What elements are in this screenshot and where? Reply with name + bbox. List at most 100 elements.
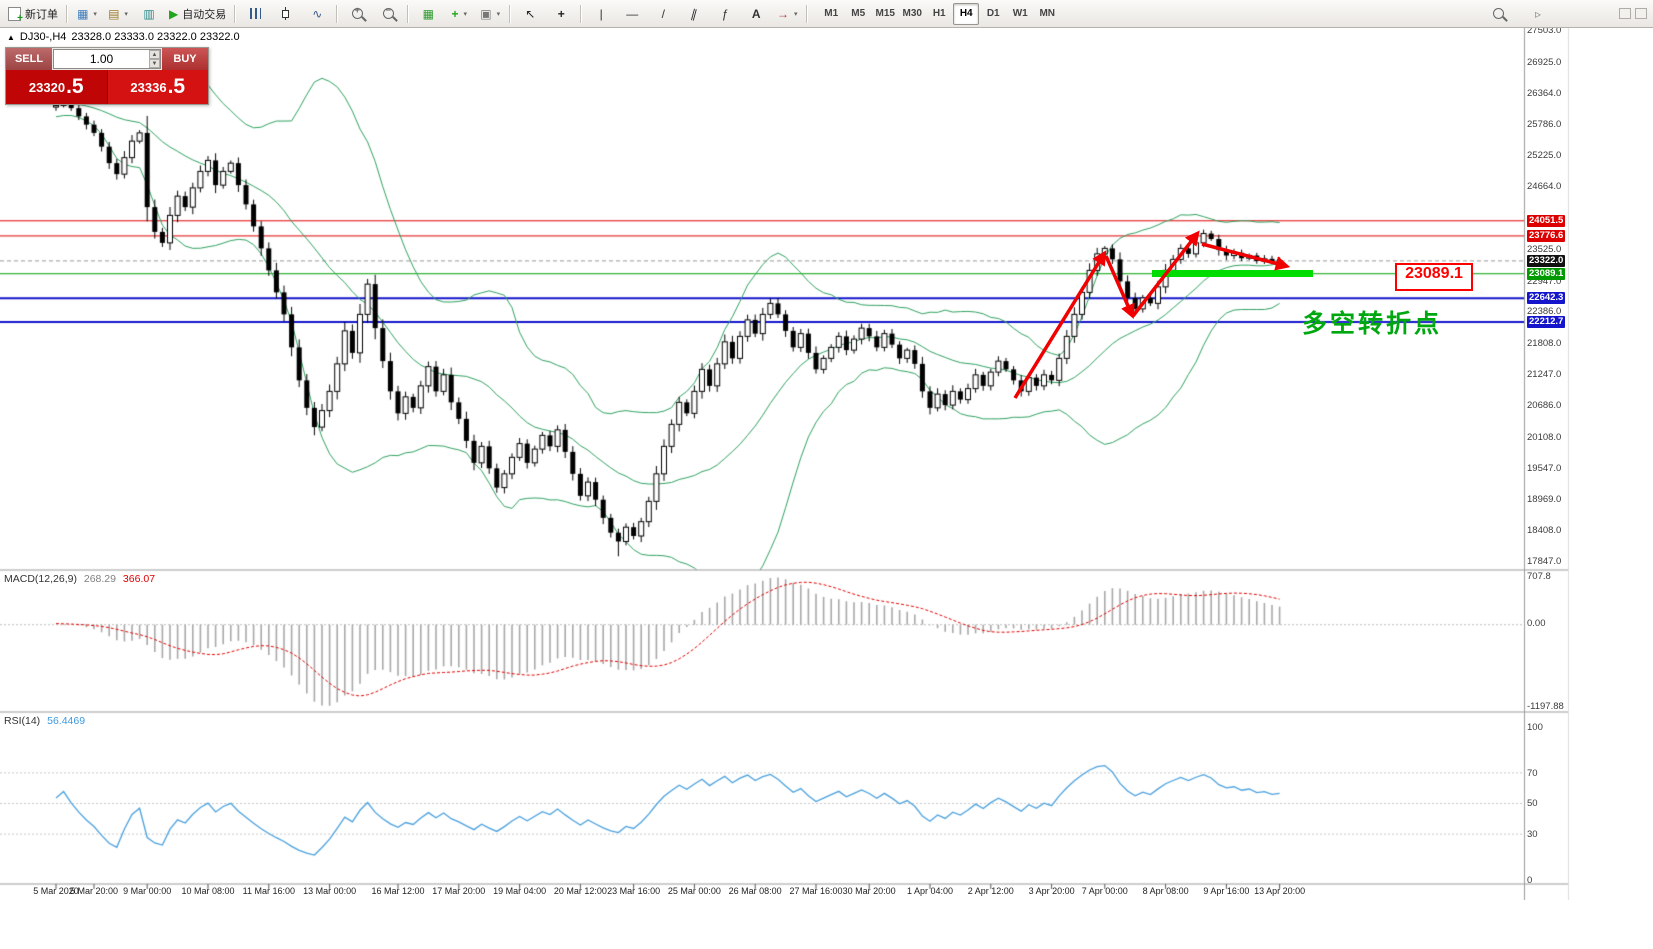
text-label-icon: A xyxy=(751,6,761,21)
timeframe-m15-button[interactable]: M15 xyxy=(875,8,895,19)
time-axis-label: 9 Mar 00:00 xyxy=(123,886,172,896)
new-order-icon xyxy=(8,6,23,24)
crosshair-button[interactable]: + xyxy=(546,2,576,26)
zoom-out-icon: − xyxy=(382,6,394,19)
text-label-button[interactable]: A xyxy=(741,2,771,26)
price-axis-label: 20686.0 xyxy=(1527,399,1562,411)
time-axis-label: 8 Apr 08:00 xyxy=(1142,886,1189,896)
timeframe-w1-button[interactable]: W1 xyxy=(1012,8,1028,19)
search-icon xyxy=(1492,8,1504,19)
volume-down-button[interactable]: ▼ xyxy=(149,59,160,68)
price-axis-label: 17847.0 xyxy=(1527,556,1562,567)
arrows-tool-button[interactable]: → ▾ xyxy=(772,2,802,26)
macd-header: MACD(12,26,9) 268.29 366.07 xyxy=(4,573,155,585)
crosshair-icon: + xyxy=(557,6,565,21)
timeframe-h4-button[interactable]: H4 xyxy=(953,2,980,25)
price-axis[interactable] xyxy=(1524,28,1570,884)
tile-windows-icon: ▦ xyxy=(422,6,434,21)
vertical-line-icon: | xyxy=(599,6,603,21)
line-chart-button[interactable]: ∿ xyxy=(302,2,332,26)
rsi-panel-divider[interactable] xyxy=(0,708,1568,716)
price-axis-label: 25225.0 xyxy=(1527,150,1562,162)
one-click-trading-widget: SELL 1.00 ▲ ▼ BUY 23320 .5 23336 .5 xyxy=(5,47,209,105)
timeframe-h1-button[interactable]: H1 xyxy=(932,8,946,19)
toolbar-separator xyxy=(509,4,512,23)
chart-canvas[interactable] xyxy=(0,28,1653,900)
time-axis-label: 30 Mar 20:00 xyxy=(842,886,896,896)
volume-value[interactable]: 1.00 xyxy=(89,52,114,66)
buy-button[interactable]: BUY xyxy=(162,48,208,70)
tile-windows-button[interactable]: ▦ xyxy=(413,2,443,26)
timeframe-m5-button[interactable]: M5 xyxy=(851,8,866,19)
chart-shift-button[interactable]: ▹ xyxy=(1523,2,1553,26)
level-price-label: 24051.5 xyxy=(1527,214,1566,227)
objects-list-icon: ▣ xyxy=(480,6,492,21)
timeframe-toolbar: M1 M5 M15 M30 H1 H4 D1 W1 MN xyxy=(818,2,1060,25)
channel-button[interactable]: ∥ xyxy=(679,2,709,26)
arrows-tool-icon: → xyxy=(776,6,789,21)
price-axis-label: 100 xyxy=(1527,722,1543,733)
sell-price-panel[interactable]: 23320 .5 xyxy=(6,70,108,104)
macd-panel-divider[interactable] xyxy=(0,566,1568,574)
charts-grid-button[interactable]: ▦ ▾ xyxy=(72,2,102,26)
level-price-callout[interactable]: 23089.1 xyxy=(1395,263,1473,291)
autotrade-play-icon: ▶ xyxy=(169,6,179,21)
trendline-button[interactable]: / xyxy=(648,2,678,26)
timeframe-m1-button[interactable]: M1 xyxy=(824,8,839,19)
timeframe-m30-button[interactable]: M30 xyxy=(902,8,922,19)
vertical-line-button[interactable]: | xyxy=(586,2,616,26)
price-axis-label: 22947.0 xyxy=(1527,275,1562,287)
bar-chart-button[interactable] xyxy=(240,2,270,26)
fibonacci-icon: ƒ xyxy=(721,6,729,21)
new-order-button[interactable]: 新订单 xyxy=(4,2,62,26)
time-axis[interactable] xyxy=(0,884,1524,900)
chevron-down-icon: ▾ xyxy=(124,10,128,18)
sell-button[interactable]: SELL xyxy=(6,48,52,70)
toolbar-separator xyxy=(234,4,237,23)
candlestick-chart-button[interactable] xyxy=(271,2,301,26)
objects-list-button[interactable]: ▣ ▾ xyxy=(475,2,505,26)
cursor-button[interactable]: ↖ xyxy=(515,2,545,26)
time-axis-label: 5 Mar 20:00 xyxy=(69,886,119,896)
macd-main-value: 268.29 xyxy=(83,573,116,585)
one-click-toggle-icon[interactable]: ▲ xyxy=(7,32,15,42)
price-axis-label: -1197.88 xyxy=(1527,701,1564,712)
data-window-button[interactable]: ▥ xyxy=(134,2,164,26)
volume-up-button[interactable]: ▲ xyxy=(149,50,160,59)
sell-price-main: 23320 xyxy=(28,79,66,95)
time-axis-label: 25 Mar 00:00 xyxy=(667,886,721,896)
time-axis-label: 26 Mar 08:00 xyxy=(728,886,782,896)
toolbar-separator xyxy=(66,4,68,23)
level-price-label: 23322.0 xyxy=(1527,254,1566,267)
zoom-out-button[interactable]: − xyxy=(373,2,403,26)
search-button[interactable] xyxy=(1483,2,1513,26)
dock-panel-icon[interactable] xyxy=(1619,8,1631,19)
buy-price-panel[interactable]: 23336 .5 xyxy=(107,70,208,104)
dock-panel-icon[interactable] xyxy=(1635,8,1647,19)
price-axis-label: 18408.0 xyxy=(1527,525,1562,537)
toolbar: 新订单 ▦▾ ▤▾ ▥ ▶ 自动交易 ∿ + − ▦ +▾ ▣▾ ↖ + | —… xyxy=(0,0,1653,28)
zoom-in-button[interactable]: + xyxy=(342,2,372,26)
price-axis-label: 27503.0 xyxy=(1527,25,1562,36)
time-axis-label: 19 Mar 04:00 xyxy=(493,886,547,896)
timeframe-mn-button[interactable]: MN xyxy=(1039,8,1056,19)
turning-point-note[interactable]: 多空转折点 xyxy=(1302,310,1443,338)
toolbar-right-cluster: ▹ xyxy=(1483,2,1553,26)
sell-price-fraction: .5 xyxy=(66,75,84,98)
time-axis-label: 20 Mar 12:00 xyxy=(553,886,607,896)
chevron-down-icon: ▾ xyxy=(793,10,798,18)
horizontal-line-icon: — xyxy=(626,6,639,21)
indicators-button[interactable]: + ▾ xyxy=(444,2,474,26)
support-zone-highlight[interactable] xyxy=(1152,270,1313,277)
horizontal-line-button[interactable]: — xyxy=(617,2,647,26)
fibonacci-button[interactable]: ƒ xyxy=(710,2,740,26)
time-axis-label: 7 Apr 00:00 xyxy=(1081,886,1128,896)
chevron-down-icon: ▾ xyxy=(93,10,97,18)
timeframe-d1-button[interactable]: D1 xyxy=(986,8,1000,19)
volume-spinner[interactable]: 1.00 ▲ ▼ xyxy=(53,49,161,69)
profiles-button[interactable]: ▤ ▾ xyxy=(103,2,133,26)
chevron-down-icon: ▾ xyxy=(496,10,501,18)
autotrade-button[interactable]: ▶ 自动交易 xyxy=(165,2,230,26)
data-window-icon: ▥ xyxy=(143,6,155,21)
time-axis-label: 3 Apr 20:00 xyxy=(1028,886,1075,896)
